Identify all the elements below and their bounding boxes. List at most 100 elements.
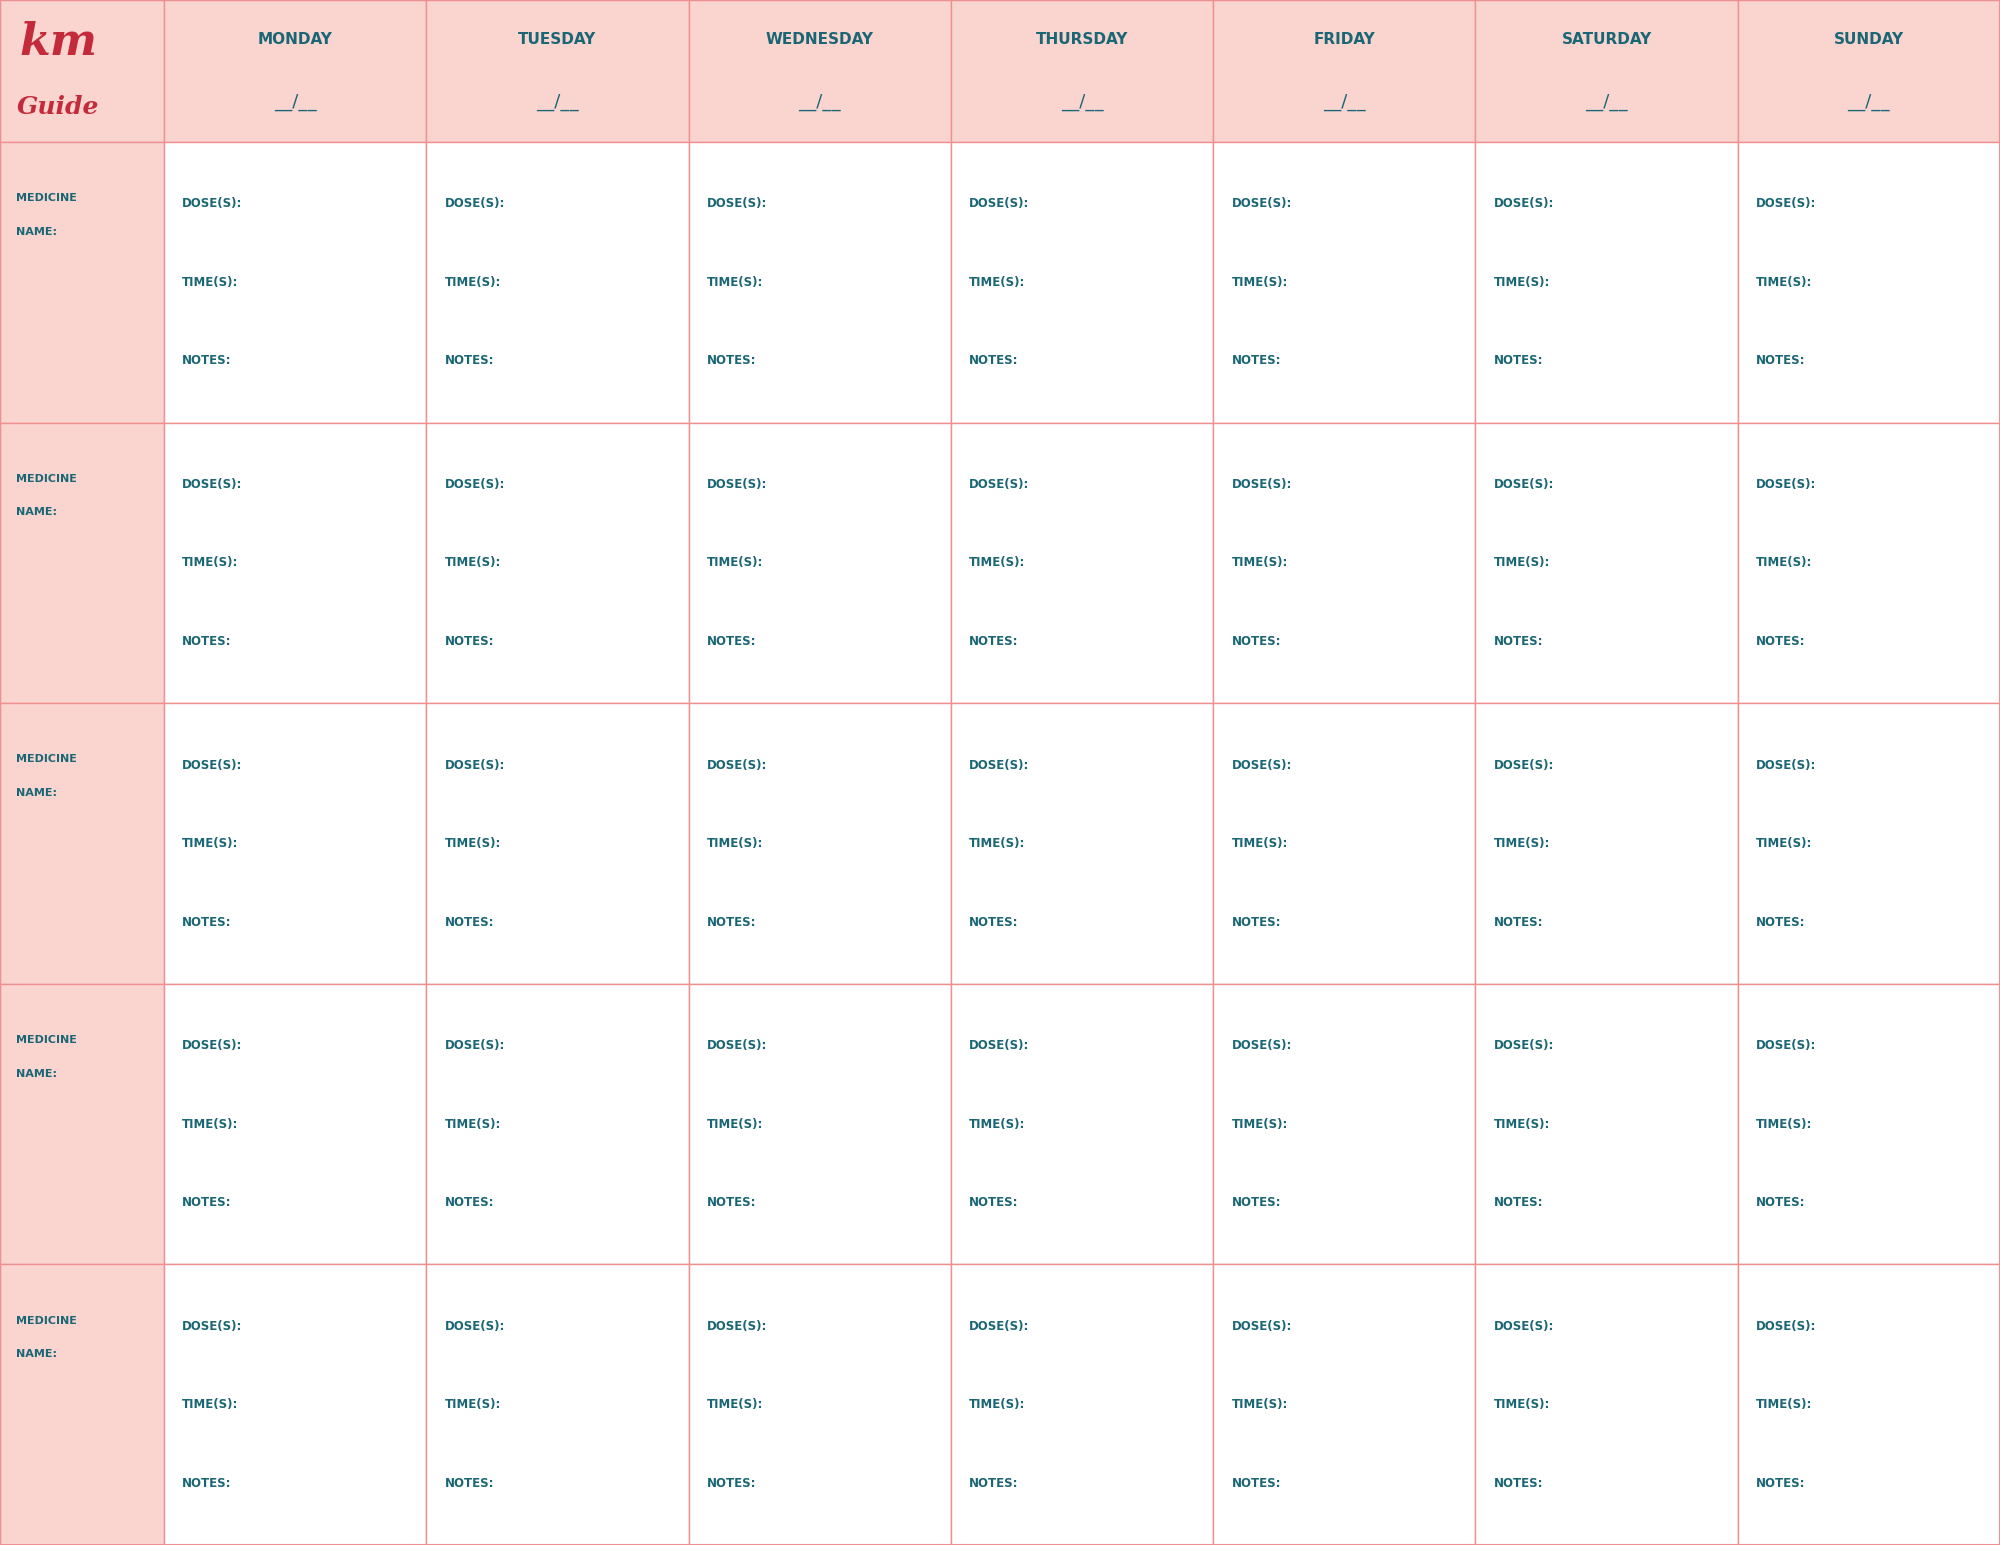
Text: TIME(S):: TIME(S): xyxy=(1756,1117,1812,1131)
Bar xyxy=(164,142,426,423)
Text: DOSE(S):: DOSE(S): xyxy=(1756,759,1816,771)
Text: TIME(S):: TIME(S): xyxy=(1756,1398,1812,1411)
Bar xyxy=(1214,703,1476,984)
Text: TIME(S):: TIME(S): xyxy=(1232,1117,1288,1131)
Bar xyxy=(950,1264,1214,1545)
Text: DOSE(S):: DOSE(S): xyxy=(444,198,506,210)
Text: DOSE(S):: DOSE(S): xyxy=(1232,1319,1292,1333)
Text: TIME(S):: TIME(S): xyxy=(182,556,238,570)
Bar xyxy=(164,984,426,1264)
Text: DOSE(S):: DOSE(S): xyxy=(706,1319,768,1333)
Text: DOSE(S):: DOSE(S): xyxy=(182,1319,242,1333)
Text: NOTES:: NOTES: xyxy=(182,635,232,647)
Text: DOSE(S):: DOSE(S): xyxy=(444,759,506,771)
Text: DOSE(S):: DOSE(S): xyxy=(1494,477,1554,491)
Bar xyxy=(1476,0,1738,142)
Text: Guide: Guide xyxy=(16,94,98,119)
Text: TIME(S):: TIME(S): xyxy=(706,277,764,289)
Text: MEDICINE: MEDICINE xyxy=(16,193,78,204)
Text: DOSE(S):: DOSE(S): xyxy=(182,759,242,771)
Text: THURSDAY: THURSDAY xyxy=(1036,32,1128,48)
Text: NOTES:: NOTES: xyxy=(706,1196,756,1210)
Text: NOTES:: NOTES: xyxy=(970,1196,1018,1210)
Text: TIME(S):: TIME(S): xyxy=(970,837,1026,850)
Text: TIME(S):: TIME(S): xyxy=(182,1398,238,1411)
Bar xyxy=(950,984,1214,1264)
Text: NOTES:: NOTES: xyxy=(1494,354,1544,368)
Text: DOSE(S):: DOSE(S): xyxy=(182,477,242,491)
Bar xyxy=(1476,703,1738,984)
Text: NOTES:: NOTES: xyxy=(1494,916,1544,929)
Bar xyxy=(164,703,426,984)
Text: TUESDAY: TUESDAY xyxy=(518,32,596,48)
Text: TIME(S):: TIME(S): xyxy=(444,556,502,570)
Text: TIME(S):: TIME(S): xyxy=(182,1117,238,1131)
Bar xyxy=(1476,984,1738,1264)
Text: NOTES:: NOTES: xyxy=(1756,354,1806,368)
Text: TIME(S):: TIME(S): xyxy=(970,277,1026,289)
Text: __/__: __/__ xyxy=(1586,93,1628,111)
Text: TIME(S):: TIME(S): xyxy=(1494,556,1550,570)
Text: DOSE(S):: DOSE(S): xyxy=(1232,1040,1292,1052)
Text: NOTES:: NOTES: xyxy=(444,635,494,647)
Text: TIME(S):: TIME(S): xyxy=(444,277,502,289)
Text: DOSE(S):: DOSE(S): xyxy=(706,198,768,210)
Text: NOTES:: NOTES: xyxy=(444,1477,494,1489)
Text: DOSE(S):: DOSE(S): xyxy=(1756,477,1816,491)
Bar xyxy=(0,1264,164,1545)
Text: NAME:: NAME: xyxy=(16,507,58,518)
Text: TIME(S):: TIME(S): xyxy=(1494,837,1550,850)
Bar xyxy=(0,142,164,423)
Text: DOSE(S):: DOSE(S): xyxy=(1232,477,1292,491)
Text: TIME(S):: TIME(S): xyxy=(1494,277,1550,289)
Text: km: km xyxy=(20,22,98,65)
Text: NOTES:: NOTES: xyxy=(1232,916,1282,929)
Bar xyxy=(164,423,426,703)
Text: TIME(S):: TIME(S): xyxy=(970,1398,1026,1411)
Text: NOTES:: NOTES: xyxy=(182,1477,232,1489)
Bar xyxy=(688,984,950,1264)
Bar xyxy=(0,984,164,1264)
Bar xyxy=(1214,1264,1476,1545)
Text: DOSE(S):: DOSE(S): xyxy=(1494,759,1554,771)
Text: DOSE(S):: DOSE(S): xyxy=(970,759,1030,771)
Text: TIME(S):: TIME(S): xyxy=(1232,837,1288,850)
Text: NAME:: NAME: xyxy=(16,227,58,236)
Bar xyxy=(1738,0,2000,142)
Text: NOTES:: NOTES: xyxy=(1756,1196,1806,1210)
Text: TIME(S):: TIME(S): xyxy=(706,1398,764,1411)
Text: DOSE(S):: DOSE(S): xyxy=(706,477,768,491)
Text: NAME:: NAME: xyxy=(16,1069,58,1078)
Text: TIME(S):: TIME(S): xyxy=(1756,556,1812,570)
Text: TIME(S):: TIME(S): xyxy=(444,1398,502,1411)
Text: MONDAY: MONDAY xyxy=(258,32,332,48)
Text: __/__: __/__ xyxy=(1848,93,1890,111)
Text: NOTES:: NOTES: xyxy=(1494,1196,1544,1210)
Text: SUNDAY: SUNDAY xyxy=(1834,32,1904,48)
Bar xyxy=(950,423,1214,703)
Text: DOSE(S):: DOSE(S): xyxy=(970,1319,1030,1333)
Text: DOSE(S):: DOSE(S): xyxy=(1494,198,1554,210)
Text: DOSE(S):: DOSE(S): xyxy=(970,1040,1030,1052)
Text: DOSE(S):: DOSE(S): xyxy=(182,198,242,210)
Text: TIME(S):: TIME(S): xyxy=(1232,1398,1288,1411)
Bar xyxy=(688,142,950,423)
Text: DOSE(S):: DOSE(S): xyxy=(1232,759,1292,771)
Text: NOTES:: NOTES: xyxy=(1494,1477,1544,1489)
Text: TIME(S):: TIME(S): xyxy=(970,1117,1026,1131)
Text: TIME(S):: TIME(S): xyxy=(1232,277,1288,289)
Text: TIME(S):: TIME(S): xyxy=(706,837,764,850)
Text: __/__: __/__ xyxy=(274,93,316,111)
Text: NOTES:: NOTES: xyxy=(444,916,494,929)
Bar xyxy=(950,0,1214,142)
Text: DOSE(S):: DOSE(S): xyxy=(1232,198,1292,210)
Text: __/__: __/__ xyxy=(1060,93,1104,111)
Bar xyxy=(1738,423,2000,703)
Text: TIME(S):: TIME(S): xyxy=(182,277,238,289)
Text: TIME(S):: TIME(S): xyxy=(1232,556,1288,570)
Text: DOSE(S):: DOSE(S): xyxy=(1494,1040,1554,1052)
Text: NAME:: NAME: xyxy=(16,788,58,799)
Bar xyxy=(1476,423,1738,703)
Text: NOTES:: NOTES: xyxy=(1756,916,1806,929)
Bar xyxy=(1738,984,2000,1264)
